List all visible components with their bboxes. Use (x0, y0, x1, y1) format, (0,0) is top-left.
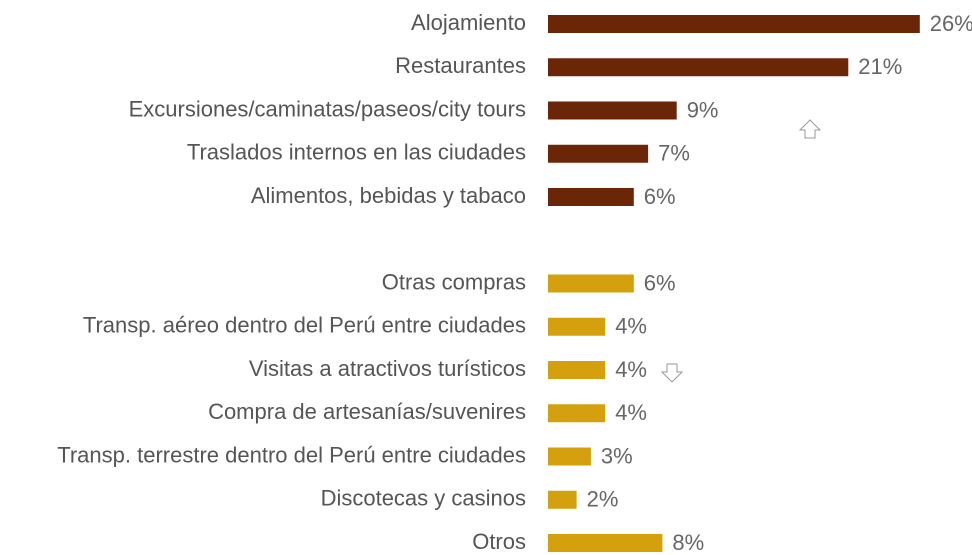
value-label: 7% (658, 141, 690, 166)
category-label: Otros (472, 529, 526, 554)
bar (548, 447, 591, 466)
bar (548, 188, 634, 206)
value-label: 26% (930, 11, 972, 36)
value-label: 2% (587, 487, 619, 512)
value-label: 4% (615, 314, 647, 339)
category-label: Restaurantes (395, 53, 526, 78)
bar (548, 317, 606, 336)
value-label: 6% (644, 270, 676, 295)
category-label: Transp. terrestre dentro del Perú entre … (57, 442, 526, 467)
value-label: 6% (644, 184, 676, 209)
bar (548, 101, 677, 120)
bar (548, 534, 663, 552)
value-label: 9% (687, 97, 719, 122)
up-arrow-icon (798, 119, 822, 139)
category-label: Visitas a atractivos turísticos (249, 356, 526, 381)
bar (548, 58, 849, 77)
category-label: Excursiones/caminatas/paseos/city tours (129, 96, 526, 121)
category-label: Alojamiento (411, 10, 526, 35)
category-label: Compra de artesanías/suvenires (208, 399, 526, 424)
category-label: Traslados internos en las ciudades (187, 140, 526, 165)
bar (548, 490, 577, 509)
bar (548, 361, 606, 379)
value-label: 4% (615, 357, 647, 382)
bar (548, 404, 606, 423)
category-label: Discotecas y casinos (321, 486, 526, 511)
value-label: 3% (601, 443, 633, 468)
category-label: Alimentos, bebidas y tabaco (251, 183, 526, 208)
value-label: 21% (858, 54, 902, 79)
bar (548, 15, 920, 33)
bar (548, 274, 634, 293)
bar (548, 144, 649, 163)
value-label: 8% (672, 530, 704, 555)
value-label: 4% (615, 400, 647, 425)
down-arrow-icon (660, 363, 684, 383)
category-label: Transp. aéreo dentro del Perú entre ciud… (83, 313, 526, 338)
category-label: Otras compras (382, 269, 526, 294)
